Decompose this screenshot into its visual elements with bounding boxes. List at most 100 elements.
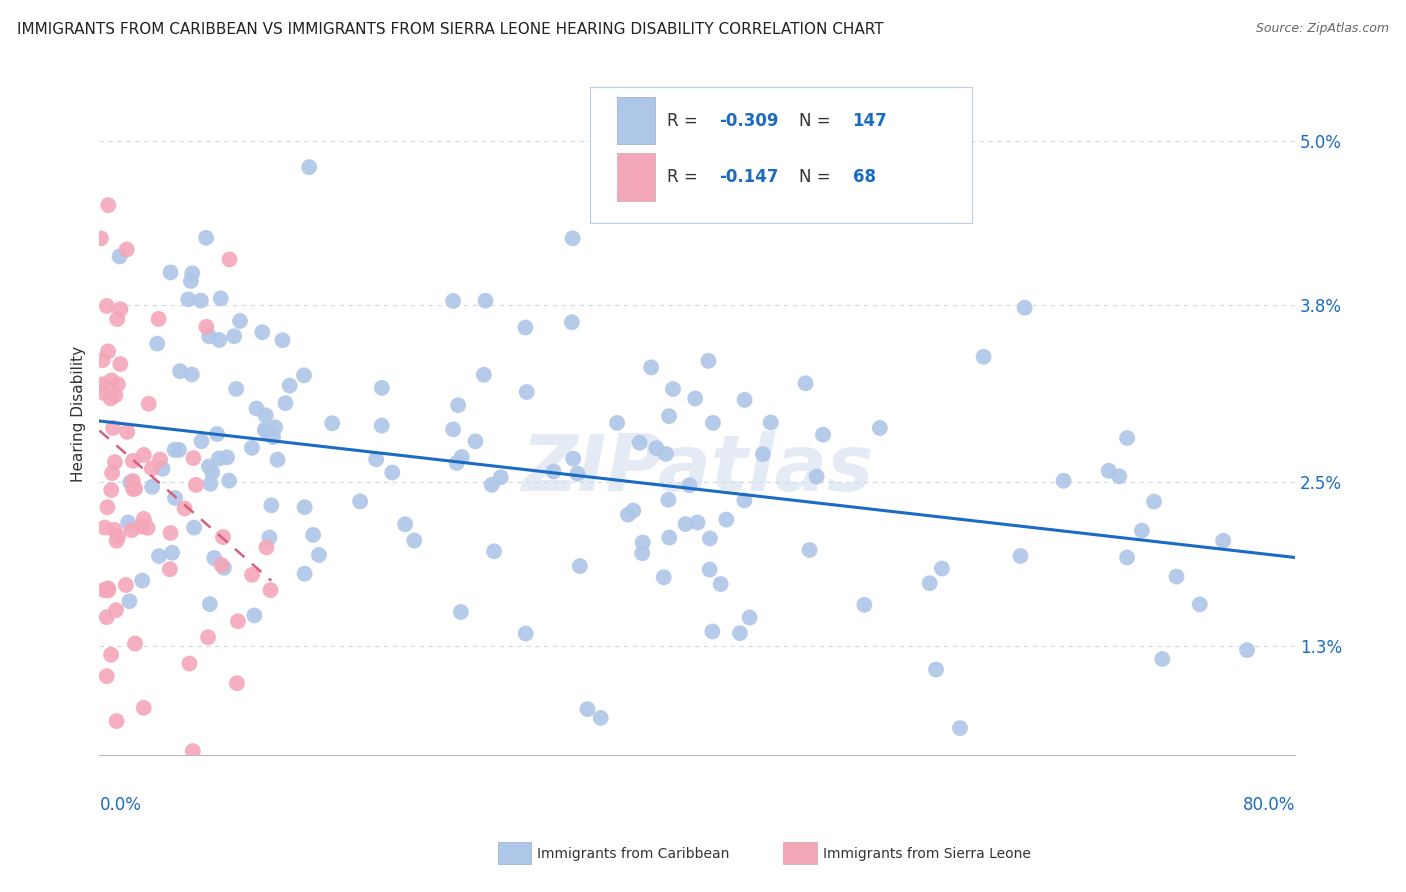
Point [217,775,239,789]
Point [152,461,174,475]
Point [197,630,219,644]
Text: N =: N = [799,169,835,186]
Point [543,465,565,479]
Point [212,560,235,574]
Text: 68: 68 [852,169,876,186]
FancyBboxPatch shape [589,87,972,223]
Point [481,477,503,491]
Point [1130,524,1153,538]
Point [371,381,394,395]
Point [658,531,681,545]
Point [105,533,128,548]
Point [738,610,761,624]
Point [181,266,204,280]
Point [211,558,233,572]
Point [205,427,228,442]
Point [266,452,288,467]
Point [294,566,316,581]
Point [198,597,221,611]
Point [1108,469,1130,483]
Point [447,398,470,412]
Point [678,478,700,492]
Point [1010,549,1032,563]
Text: R =: R = [668,112,703,129]
Point [132,448,155,462]
Point [1052,474,1074,488]
Text: R =: R = [668,169,703,186]
Point [202,551,225,566]
Point [631,546,654,560]
Point [697,354,720,368]
Point [658,409,681,424]
Text: 0.0%: 0.0% [100,797,142,814]
Point [733,493,755,508]
Point [180,368,202,382]
Text: Source: ZipAtlas.com: Source: ZipAtlas.com [1256,22,1389,36]
Point [96,500,118,515]
Point [441,293,464,308]
Point [110,302,132,317]
Text: Immigrants from Caribbean: Immigrants from Caribbean [537,847,730,861]
Point [132,512,155,526]
Point [482,544,505,558]
Point [122,454,145,468]
Point [464,434,486,449]
Point [278,378,301,392]
Point [180,274,202,288]
Point [450,450,472,464]
Point [198,459,221,474]
Point [728,626,751,640]
Point [576,702,599,716]
Point [173,501,195,516]
Point [110,357,132,371]
Point [115,243,138,257]
Point [1014,301,1036,315]
Point [91,353,114,368]
Point [752,447,775,461]
Point [177,293,200,307]
Point [243,608,266,623]
Point [118,594,141,608]
Point [869,421,891,435]
Point [209,292,232,306]
Text: 80.0%: 80.0% [1243,797,1295,814]
Point [759,416,782,430]
Point [806,469,828,483]
Point [254,424,277,438]
Point [489,470,512,484]
Point [925,663,948,677]
Point [516,384,538,399]
Point [229,314,252,328]
Point [224,329,246,343]
Point [146,336,169,351]
Point [215,450,238,465]
Point [93,582,115,597]
Point [245,401,267,416]
Point [1116,550,1139,565]
Point [973,350,995,364]
Point [104,455,127,469]
Point [218,252,240,267]
Point [274,396,297,410]
Point [97,198,120,212]
Point [208,333,231,347]
Point [122,482,145,496]
Point [949,721,972,735]
Point [1098,464,1121,478]
Point [617,508,640,522]
Point [621,503,644,517]
Point [96,299,118,313]
Point [90,231,112,245]
Text: IMMIGRANTS FROM CARIBBEAN VS IMMIGRANTS FROM SIERRA LEONE HEARING DISABILITY COR: IMMIGRANTS FROM CARIBBEAN VS IMMIGRANTS … [17,22,883,37]
Point [631,535,654,549]
Point [149,452,172,467]
Point [371,418,394,433]
Point [107,377,129,392]
Point [124,636,146,650]
Point [167,442,190,457]
Point [201,466,224,480]
Point [811,427,834,442]
Point [104,388,127,402]
Point [1116,431,1139,445]
Point [131,519,153,533]
